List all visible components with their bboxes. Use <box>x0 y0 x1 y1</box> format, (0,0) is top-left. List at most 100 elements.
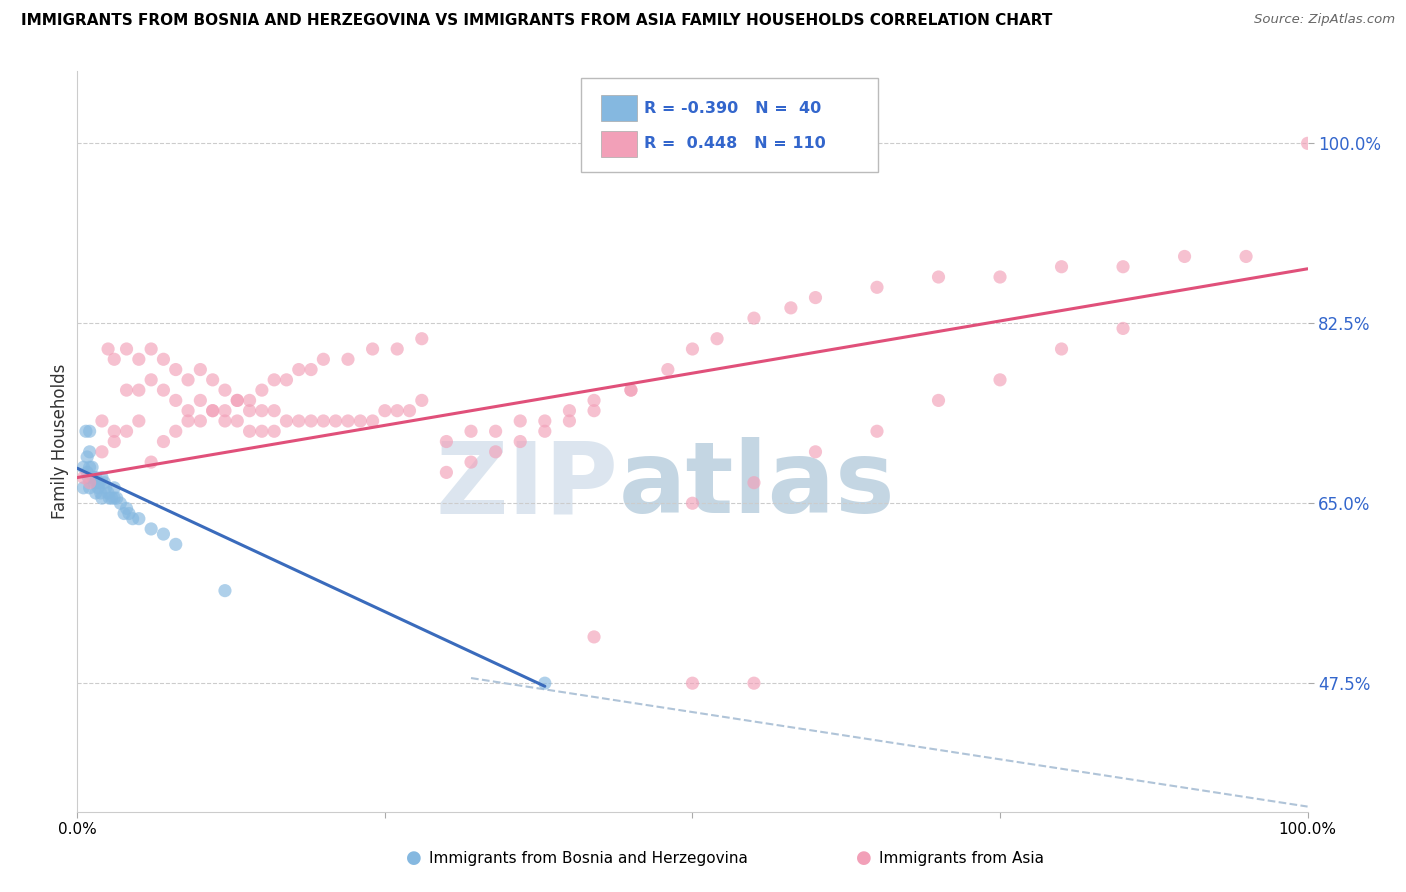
Point <box>312 352 335 367</box>
Point <box>276 414 298 428</box>
Point <box>583 403 606 417</box>
Point <box>103 434 125 449</box>
Point <box>84 470 107 484</box>
Point <box>165 424 187 438</box>
Point <box>94 481 117 495</box>
Point <box>101 491 124 505</box>
Point <box>866 424 889 438</box>
Point <box>620 383 643 397</box>
Point <box>165 362 187 376</box>
Point <box>141 455 163 469</box>
Point <box>103 352 125 367</box>
Point <box>201 403 224 417</box>
Point <box>201 373 224 387</box>
Point <box>325 414 347 428</box>
Point <box>534 676 557 690</box>
Point <box>239 424 262 438</box>
Point <box>250 424 273 438</box>
Y-axis label: Family Households: Family Households <box>51 364 69 519</box>
Point <box>152 527 174 541</box>
Point <box>226 393 249 408</box>
Point <box>128 511 150 525</box>
Point <box>742 311 765 326</box>
Point <box>188 362 212 376</box>
Point <box>460 455 482 469</box>
Point <box>928 393 950 408</box>
Point <box>128 352 150 367</box>
Point <box>177 403 200 417</box>
Point <box>385 403 409 417</box>
Text: atlas: atlas <box>619 437 896 534</box>
Point <box>90 414 114 428</box>
Point <box>76 450 98 464</box>
Point <box>83 475 105 490</box>
Point <box>115 424 138 438</box>
Point <box>165 393 187 408</box>
Point <box>89 475 111 490</box>
Point <box>1174 250 1197 264</box>
Point <box>682 496 704 510</box>
Point <box>90 470 114 484</box>
Point <box>682 342 704 356</box>
Point <box>509 414 531 428</box>
Point <box>97 486 120 500</box>
Point <box>79 445 101 459</box>
Point <box>152 352 174 367</box>
Point <box>103 481 125 495</box>
Point <box>742 475 765 490</box>
Point <box>928 270 950 285</box>
Point <box>436 466 458 480</box>
Point <box>742 676 765 690</box>
Point <box>75 424 97 438</box>
Point <box>115 342 138 356</box>
Point <box>226 414 249 428</box>
Point <box>276 373 298 387</box>
Point <box>1050 260 1073 274</box>
Point <box>72 470 94 484</box>
Point <box>263 424 285 438</box>
Point <box>263 403 285 417</box>
Point <box>214 414 236 428</box>
Point <box>866 280 889 294</box>
Point <box>72 460 94 475</box>
Point <box>349 414 371 428</box>
Point <box>72 481 94 495</box>
Point <box>103 424 125 438</box>
Point <box>93 475 115 490</box>
Point <box>97 342 120 356</box>
Point <box>214 383 236 397</box>
Point <box>804 291 827 305</box>
Point <box>534 414 557 428</box>
Point <box>87 481 110 495</box>
Point <box>534 424 557 438</box>
Point <box>128 414 150 428</box>
Point <box>98 491 121 505</box>
Point <box>103 491 125 505</box>
Point <box>152 383 174 397</box>
Point <box>141 522 163 536</box>
Point <box>288 414 311 428</box>
Point <box>110 496 132 510</box>
Point <box>141 373 163 387</box>
Point <box>620 383 643 397</box>
Point <box>509 434 531 449</box>
Text: ZIP: ZIP <box>436 437 619 534</box>
Point <box>214 403 236 417</box>
Point <box>780 301 803 315</box>
Point <box>115 383 138 397</box>
Point <box>1234 250 1257 264</box>
Point <box>105 491 128 505</box>
Point <box>988 270 1011 285</box>
Point <box>201 403 224 417</box>
Point <box>460 424 482 438</box>
Point <box>263 373 285 387</box>
Point <box>239 393 262 408</box>
Text: IMMIGRANTS FROM BOSNIA AND HERZEGOVINA VS IMMIGRANTS FROM ASIA FAMILY HOUSEHOLDS: IMMIGRANTS FROM BOSNIA AND HERZEGOVINA V… <box>21 13 1053 29</box>
Point <box>79 460 101 475</box>
Point <box>1296 136 1319 151</box>
Text: R = -0.390   N =  40: R = -0.390 N = 40 <box>644 101 821 115</box>
Point <box>115 501 138 516</box>
Point <box>361 414 384 428</box>
Point <box>86 475 108 490</box>
Point <box>1112 260 1135 274</box>
